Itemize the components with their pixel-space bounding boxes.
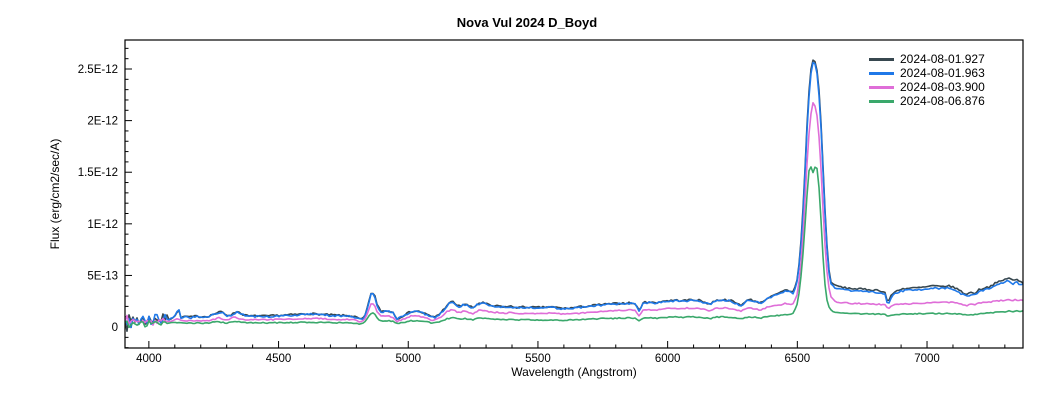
y-tick-label: 2E-12 bbox=[87, 116, 118, 128]
spectrum-line-2024-08-03.900 bbox=[125, 102, 1023, 326]
x-tick-label: 6000 bbox=[655, 353, 681, 365]
y-tick-label: 1E-12 bbox=[87, 219, 118, 231]
legend-swatch bbox=[869, 85, 894, 89]
legend: 2024-08-01.927 2024-08-01.963 2024-08-03.9… bbox=[869, 53, 985, 107]
x-tick-label: 5500 bbox=[525, 353, 551, 365]
legend-entry: 2024-08-03.900 bbox=[869, 81, 985, 93]
legend-entry: 2024-08-01.963 bbox=[869, 67, 985, 79]
x-axis-label: Wavelength (Angstrom) bbox=[511, 365, 637, 379]
y-tick-label: 5E-13 bbox=[87, 270, 118, 282]
legend-label: 2024-08-01.963 bbox=[900, 66, 985, 80]
y-tick-label: 0 bbox=[112, 322, 118, 334]
y-axis-label: Flux (erg/cm2/sec/A) bbox=[48, 138, 62, 250]
legend-swatch bbox=[869, 71, 894, 75]
x-tick-label: 6500 bbox=[785, 353, 811, 365]
x-tick-label: 4000 bbox=[136, 353, 162, 365]
y-tick-label: 2.5E-12 bbox=[78, 64, 118, 76]
legend-label: 2024-08-06.876 bbox=[900, 94, 985, 108]
spectrum-line-2024-08-06.876 bbox=[125, 166, 1023, 329]
legend-entry: 2024-08-06.876 bbox=[869, 95, 985, 107]
x-tick-label: 4500 bbox=[266, 353, 292, 365]
legend-swatch bbox=[869, 99, 894, 103]
legend-swatch bbox=[869, 57, 894, 61]
chart-title: Nova Vul 2024 D_Boyd bbox=[456, 15, 598, 30]
spectrum-line-2024-08-01.963 bbox=[125, 61, 1023, 329]
legend-entry: 2024-08-01.927 bbox=[869, 53, 985, 65]
legend-label: 2024-08-01.927 bbox=[900, 52, 985, 66]
x-tick-label: 5000 bbox=[395, 353, 421, 365]
y-tick-label: 1.5E-12 bbox=[78, 167, 118, 179]
legend-label: 2024-08-03.900 bbox=[900, 80, 985, 94]
plot-border bbox=[124, 39, 1024, 349]
x-tick-label: 7000 bbox=[914, 353, 940, 365]
